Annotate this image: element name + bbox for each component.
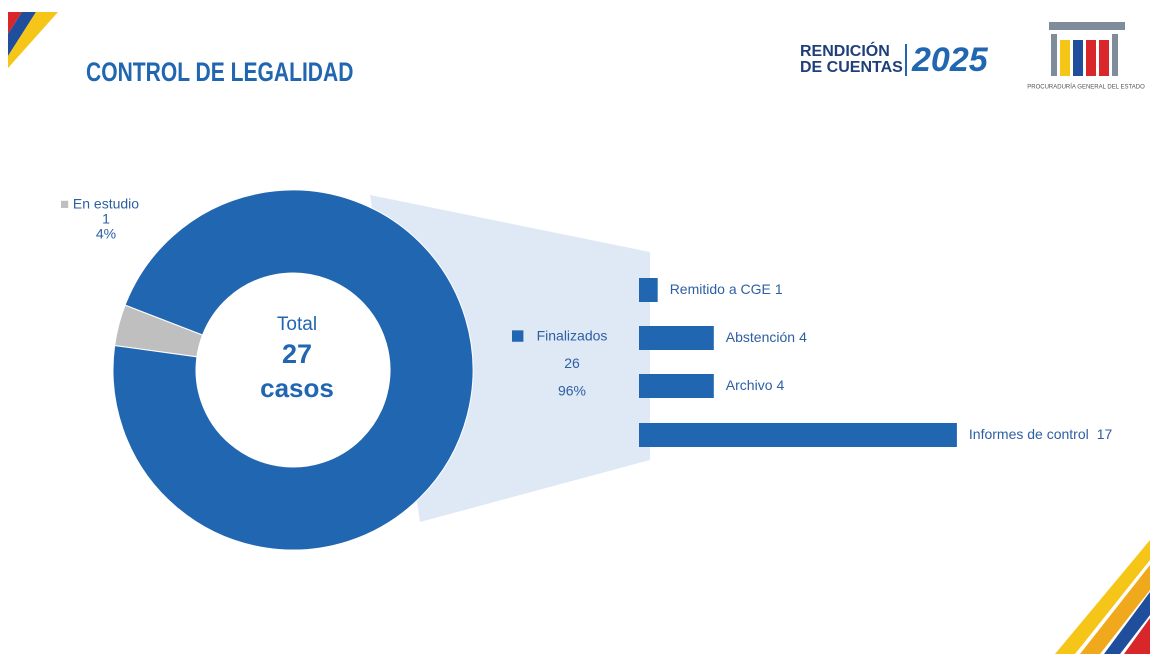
legend-swatch <box>61 200 69 208</box>
center-top: Total <box>277 314 317 335</box>
bar-value: 17 <box>1097 426 1113 442</box>
bar <box>639 326 714 350</box>
bar <box>639 423 957 447</box>
bar <box>639 374 714 398</box>
logo: RENDICIÓN DE CUENTAS 2025 PROCURADURÍA G… <box>800 22 1145 91</box>
corner-top-left <box>8 12 58 68</box>
bar-category: Remitido a CGE <box>670 281 771 297</box>
slide-title: CONTROL DE LEGALIDAD <box>86 58 353 88</box>
slice-name: En estudio <box>73 196 139 212</box>
bar-value: 4 <box>776 377 784 393</box>
logo-institution: PROCURADURÍA GENERAL DEL ESTADO <box>1027 84 1145 91</box>
legend-swatch <box>512 330 524 342</box>
corner-bottom-right <box>1055 540 1150 654</box>
bar-label: Archivo 4 <box>726 377 785 393</box>
bar-value: 4 <box>799 329 807 345</box>
logo-line2: DE CUENTAS <box>800 59 903 76</box>
logo-line1: RENDICIÓN <box>800 41 890 60</box>
bar-category: Informes de control <box>969 426 1089 442</box>
bar-value: 1 <box>775 281 783 297</box>
slice-percent: 96% <box>558 382 586 398</box>
center-value: 27 <box>282 339 312 369</box>
bar-label: Informes de control 17 <box>969 426 1113 442</box>
donut-slice <box>112 189 474 551</box>
center-bottom: casos <box>260 373 334 403</box>
bar-category: Abstención <box>726 329 795 345</box>
logo-year: 2025 <box>911 41 989 79</box>
bar-label: Abstención 4 <box>726 329 807 345</box>
slice-name: Finalizados <box>537 328 608 344</box>
bar-label: Remitido a CGE 1 <box>670 281 783 297</box>
bar <box>639 278 658 302</box>
bar-category: Archivo <box>726 377 773 393</box>
slice-percent: 4% <box>96 226 116 242</box>
slice-value: 26 <box>564 355 580 371</box>
chart: En estudio14%Finalizados2696%Total27caso… <box>61 189 1113 551</box>
slice-value: 1 <box>102 211 110 227</box>
